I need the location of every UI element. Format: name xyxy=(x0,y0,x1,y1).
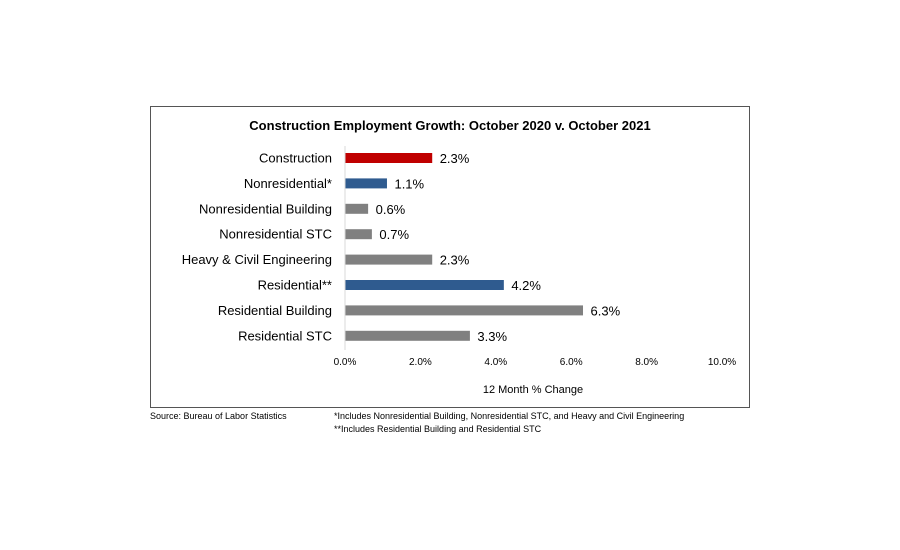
data-label: 4.2% xyxy=(511,278,541,293)
bar xyxy=(345,305,584,316)
x-axis-title: 12 Month % Change xyxy=(483,384,583,396)
category-label: Heavy & Civil Engineering xyxy=(182,252,332,267)
data-label: 2.3% xyxy=(440,151,470,166)
data-label: 3.3% xyxy=(477,329,507,344)
source-note: Source: Bureau of Labor Statistics xyxy=(150,411,287,421)
x-tick-label: 4.0% xyxy=(484,357,507,368)
category-label: Residential Building xyxy=(218,303,332,318)
x-tick-label: 2.0% xyxy=(409,357,432,368)
data-label: 6.3% xyxy=(591,303,621,318)
category-label: Residential** xyxy=(258,278,332,293)
bar xyxy=(345,178,387,189)
bar xyxy=(345,330,470,341)
bar xyxy=(345,254,433,265)
category-label: Nonresidential* xyxy=(244,176,332,191)
data-label: 0.6% xyxy=(376,202,406,217)
data-label: 1.1% xyxy=(394,176,424,191)
footnote-residential: **Includes Residential Building and Resi… xyxy=(334,424,542,434)
bar xyxy=(345,229,372,240)
x-tick-label: 8.0% xyxy=(635,357,658,368)
data-label: 0.7% xyxy=(379,227,409,242)
data-label: 2.3% xyxy=(440,253,470,268)
category-label: Construction xyxy=(259,151,332,166)
category-label: Nonresidential Building xyxy=(199,201,332,216)
chart-title: Construction Employment Growth: October … xyxy=(249,118,650,133)
bar xyxy=(345,280,504,290)
chart-frame xyxy=(150,106,750,408)
footnote-nonresidential: *Includes Nonresidential Building, Nonre… xyxy=(334,411,685,421)
bar xyxy=(345,203,369,214)
x-tick-label: 0.0% xyxy=(334,357,357,368)
bar xyxy=(345,153,433,163)
x-tick-label: 6.0% xyxy=(560,357,583,368)
category-label: Nonresidential STC xyxy=(219,227,332,242)
category-label: Residential STC xyxy=(238,328,332,343)
x-tick-label: 10.0% xyxy=(708,357,736,368)
